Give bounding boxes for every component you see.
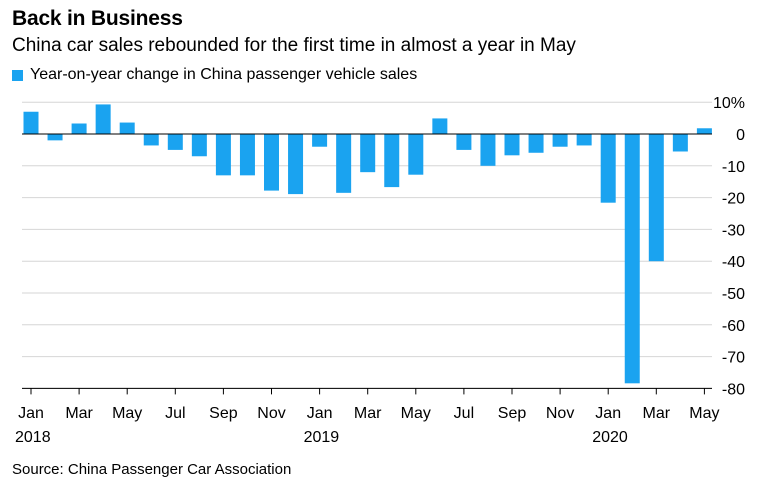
x-tick-label: Jan [595,405,621,422]
x-tick-label: Jul [454,405,474,422]
axes [22,133,712,395]
bar [95,104,111,134]
bar [215,134,231,176]
x-tick-label: May [112,405,142,422]
bar [23,111,39,134]
bar [288,134,304,195]
legend-label: Year-on-year change in China passenger v… [30,66,418,83]
x-tick-label: Sep [498,405,527,422]
x-year-label: 2019 [304,429,340,446]
x-tick-label: Nov [546,405,574,422]
bar [432,118,448,134]
bar [456,134,472,150]
bar [239,134,255,176]
y-tick-label: -20 [722,191,745,208]
bar [336,134,352,193]
y-tick-label: -40 [722,254,745,271]
y-tick-label: 0 [736,127,745,144]
bar [648,134,664,262]
x-year-label: 2018 [15,429,51,446]
bar [408,134,424,175]
bar [672,134,688,152]
legend: Year-on-year change in China passenger v… [12,66,417,84]
source-note: Source: China Passenger Car Association [12,461,292,478]
bars [23,104,712,384]
bar [360,134,376,173]
x-tick-label: Jul [165,405,185,422]
y-tick-label: 10% [713,95,745,112]
legend-swatch [12,69,23,81]
x-tick-label: Nov [257,405,285,422]
bar [264,134,279,191]
bar [624,134,640,384]
chart-title: Back in Business [12,7,183,30]
bar [552,134,568,147]
x-year-label: 2020 [592,429,628,446]
bar [600,134,616,203]
x-tick-label: Jan [307,405,333,422]
bar [167,134,183,150]
bar [143,134,159,146]
bar [480,134,496,166]
bar [504,134,520,156]
y-tick-label: -70 [722,350,745,367]
bar [528,134,544,153]
axis-labels: 10% 0 -10 -20 -30 -40 -50 -60 -70 -80 Jan 2018 Mar Ma… [15,95,745,446]
y-tick-label: -10 [722,159,745,176]
x-tick-label: Mar [65,405,93,422]
x-tick-label: Jan [18,405,44,422]
bar [191,134,207,157]
y-tick-label: -50 [722,286,745,303]
x-tick-label: Mar [643,405,671,422]
bar [47,134,63,141]
y-tick-label: -30 [722,222,745,239]
y-tick-label: -60 [722,318,745,335]
chart-subtitle: China car sales rebounded for the first … [12,35,576,56]
y-tick-label: -80 [722,381,745,398]
bar [71,123,87,134]
bar [384,134,400,188]
bar [696,128,712,134]
x-tick-label: May [689,405,719,422]
bar [312,134,328,147]
x-tick-label: May [401,405,431,422]
bar [119,122,135,134]
x-tick-label: Mar [354,405,382,422]
x-tick-label: Sep [209,405,238,422]
bar [576,134,592,146]
